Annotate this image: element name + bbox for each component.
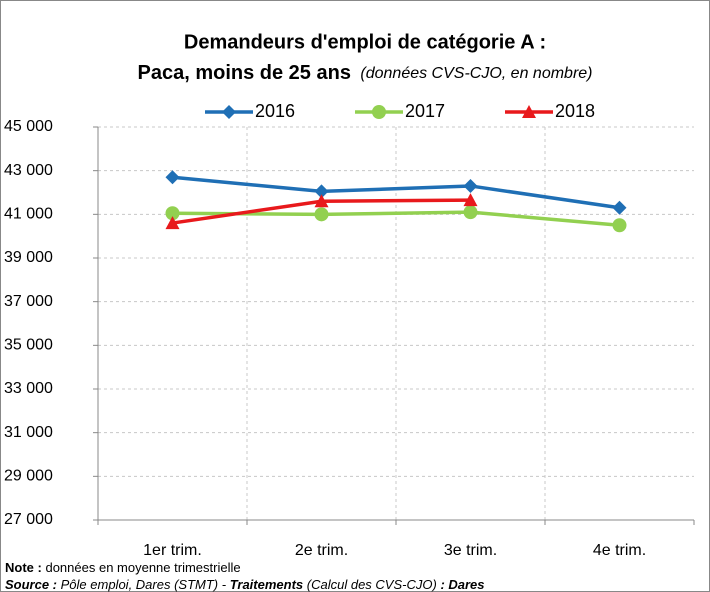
y-tick-label: 37 000 xyxy=(4,293,53,310)
y-tick-label: 31 000 xyxy=(4,424,53,441)
marker xyxy=(314,184,329,199)
marker xyxy=(165,216,180,230)
marker xyxy=(222,105,236,119)
x-tick-label: 1er trim. xyxy=(143,542,202,559)
marker xyxy=(522,105,536,118)
chart-subtitle: Paca, moins de 25 ans (données CVS-CJO, … xyxy=(138,62,593,84)
source-text: Pôle emploi, Dares (STMT) - xyxy=(61,577,227,592)
x-tick-label: 4e trim. xyxy=(593,542,646,559)
source-label: Traitements xyxy=(230,577,303,592)
marker xyxy=(612,218,627,233)
y-tick-label: 39 000 xyxy=(4,249,53,266)
subtitle-note: (données CVS-CJO, en nombre) xyxy=(360,65,592,82)
legend-label: 2018 xyxy=(555,101,595,121)
legend-label: 2017 xyxy=(405,101,445,121)
y-tick-label: 27 000 xyxy=(4,511,53,528)
marker xyxy=(165,170,180,185)
marker xyxy=(314,194,329,208)
y-tick-label: 45 000 xyxy=(4,118,53,135)
chart-title: Demandeurs d'emploi de catégorie A : xyxy=(184,31,546,53)
y-tick-label: 41 000 xyxy=(4,206,53,223)
subtitle: Paca, moins de 25 ans xyxy=(138,62,351,84)
x-tick-label: 2e trim. xyxy=(295,542,348,559)
marker xyxy=(612,200,627,215)
marker xyxy=(314,207,329,222)
legend-label: 2016 xyxy=(255,101,295,121)
note-label: Note : xyxy=(5,560,42,575)
x-tick-label: 3e trim. xyxy=(444,542,497,559)
y-tick-label: 35 000 xyxy=(4,337,53,354)
source-label: : Dares xyxy=(440,577,484,592)
note-text: données en moyenne trimestrielle xyxy=(45,560,240,575)
marker xyxy=(463,205,478,220)
marker xyxy=(165,206,180,221)
source: Source : Pôle emploi, Dares (STMT) - Tra… xyxy=(5,577,485,592)
note: Note : données en moyenne trimestrielle xyxy=(5,560,241,575)
marker xyxy=(463,178,478,193)
source-label: Source : xyxy=(5,577,57,592)
marker xyxy=(463,193,478,207)
source-text: (Calcul des CVS-CJO) xyxy=(307,577,437,592)
y-tick-label: 43 000 xyxy=(4,162,53,179)
y-tick-label: 29 000 xyxy=(4,468,53,485)
y-tick-label: 33 000 xyxy=(4,380,53,397)
marker xyxy=(372,105,386,119)
series-line xyxy=(172,175,620,210)
